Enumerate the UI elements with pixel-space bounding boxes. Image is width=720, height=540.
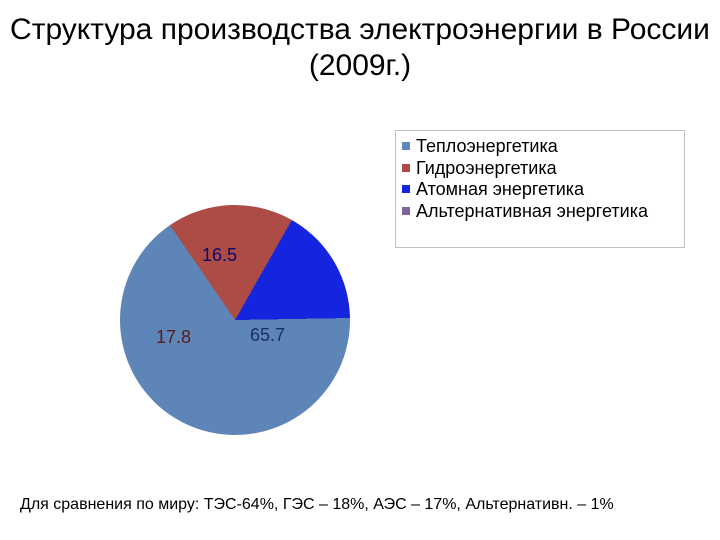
chart-title: Структура производства электроэнергии в … xyxy=(0,12,720,84)
legend-swatch xyxy=(402,142,410,150)
legend-swatch xyxy=(402,164,410,172)
legend: ТеплоэнергетикаГидроэнергетикаАтомная эн… xyxy=(395,130,685,248)
legend-swatch xyxy=(402,185,410,193)
legend-item: Атомная энергетика xyxy=(402,179,678,200)
legend-swatch xyxy=(402,207,410,215)
legend-label: Атомная энергетика xyxy=(416,179,584,200)
pie-chart: 65.7 17.8 16.5 xyxy=(120,205,350,435)
legend-label: Теплоэнергетика xyxy=(416,136,558,157)
legend-label: Гидроэнергетика xyxy=(416,158,557,179)
pie-graphic xyxy=(120,205,350,435)
footnote: Для сравнения по миру: ТЭС-64%, ГЭС – 18… xyxy=(20,496,614,514)
legend-item: Гидроэнергетика xyxy=(402,158,678,179)
slice-value-label: 17.8 xyxy=(156,327,191,348)
slice-value-label: 16.5 xyxy=(202,245,237,266)
legend-item: Теплоэнергетика xyxy=(402,136,678,157)
slide: Структура производства электроэнергии в … xyxy=(0,0,720,540)
legend-label: Альтернативная энергетика xyxy=(416,201,648,222)
slice-value-label: 65.7 xyxy=(250,325,285,346)
legend-item: Альтернативная энергетика xyxy=(402,201,678,222)
